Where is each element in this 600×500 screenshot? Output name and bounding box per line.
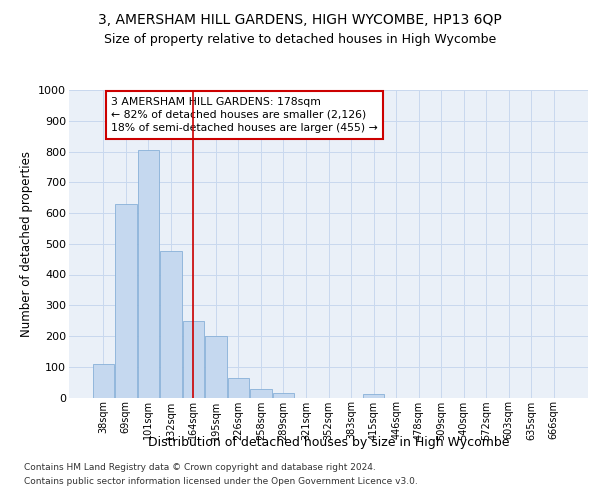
- Bar: [205, 336, 227, 398]
- Bar: [160, 250, 182, 398]
- Text: Size of property relative to detached houses in High Wycombe: Size of property relative to detached ho…: [104, 32, 496, 46]
- Bar: [228, 378, 249, 398]
- Y-axis label: Number of detached properties: Number of detached properties: [20, 151, 32, 337]
- Text: 3 AMERSHAM HILL GARDENS: 178sqm
← 82% of detached houses are smaller (2,126)
18%: 3 AMERSHAM HILL GARDENS: 178sqm ← 82% of…: [111, 97, 378, 133]
- Bar: [115, 204, 137, 398]
- Text: 3, AMERSHAM HILL GARDENS, HIGH WYCOMBE, HP13 6QP: 3, AMERSHAM HILL GARDENS, HIGH WYCOMBE, …: [98, 12, 502, 26]
- Text: Contains HM Land Registry data © Crown copyright and database right 2024.: Contains HM Land Registry data © Crown c…: [24, 464, 376, 472]
- Bar: [137, 150, 159, 398]
- Bar: [92, 364, 114, 398]
- Bar: [363, 394, 384, 398]
- Bar: [250, 389, 272, 398]
- Bar: [273, 393, 294, 398]
- Text: Distribution of detached houses by size in High Wycombe: Distribution of detached houses by size …: [148, 436, 509, 449]
- Text: Contains public sector information licensed under the Open Government Licence v3: Contains public sector information licen…: [24, 477, 418, 486]
- Bar: [182, 320, 204, 398]
